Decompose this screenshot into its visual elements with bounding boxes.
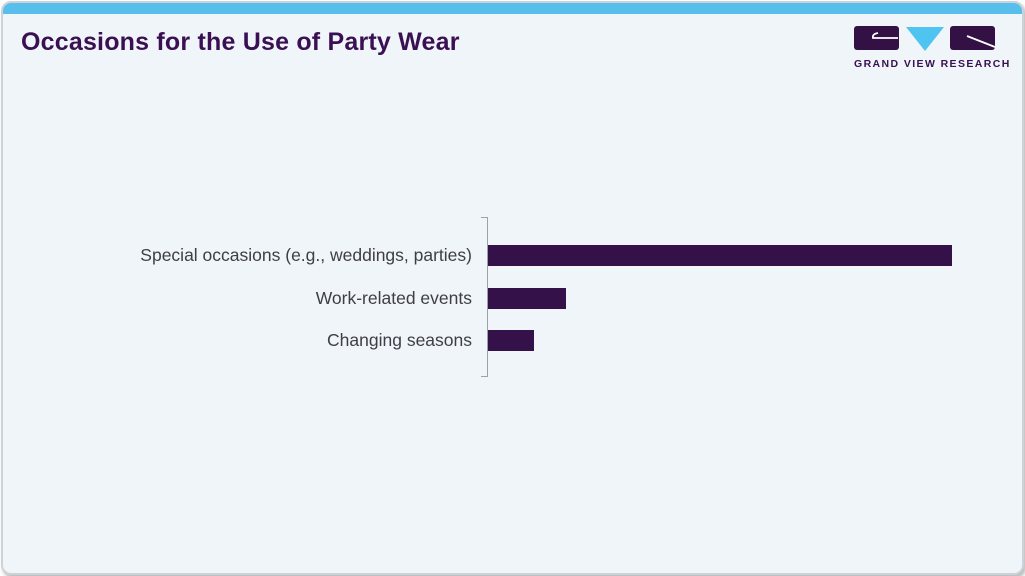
grand-view-research-logo: GRAND VIEW RESEARCH (854, 26, 1011, 70)
bar-row: Changing seasons (3, 330, 1022, 351)
logo-g-mark-icon (854, 26, 899, 50)
bar-label-changing-seasons: Changing seasons (327, 330, 472, 350)
logo-wordmark: GRAND VIEW RESEARCH (854, 58, 1011, 70)
logo-v-mark-icon (905, 27, 944, 51)
bar-chart: Special occasions (e.g., weddings, parti… (3, 217, 1022, 379)
bar-row: Work-related events (3, 288, 1022, 309)
top-accent-strip (3, 3, 1022, 14)
bar-changing-seasons (488, 330, 534, 351)
bar-label-special-occasions: Special occasions (e.g., weddings, parti… (140, 245, 472, 265)
bar-row: Special occasions (e.g., weddings, parti… (3, 245, 1022, 266)
logo-r-mark-icon (950, 26, 995, 50)
logo-marks (854, 26, 995, 51)
bar-label-work-related-events: Work-related events (315, 288, 472, 308)
bar-special-occasions (488, 245, 952, 266)
page-title: Occasions for the Use of Party Wear (21, 28, 460, 56)
y-axis-line (481, 217, 488, 377)
bar-work-related-events (488, 288, 566, 309)
